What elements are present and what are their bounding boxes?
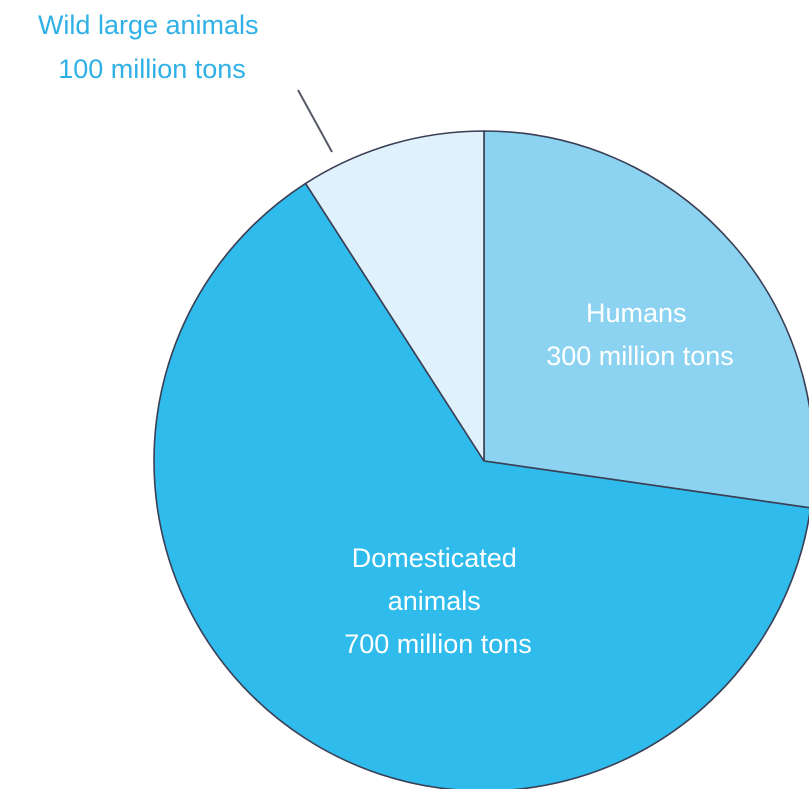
slice-label-wild-line-1: Wild large animals: [38, 10, 259, 40]
pie-slice-wild: [304, 130, 485, 462]
pie-slices: [153, 130, 809, 789]
wild-leader-line: [297, 89, 333, 153]
slice-label-humans: Humans 300 million tons: [546, 298, 734, 371]
pie-slice-domesticated: [153, 182, 809, 789]
slice-label-domesticated-line-3: 700 million tons: [344, 629, 532, 659]
slice-label-domesticated-line-2: animals: [388, 586, 481, 616]
slice-label-domesticated: Domesticated animals 700 million tons: [344, 543, 532, 659]
slice-label-domesticated-line-1: Domesticated: [352, 543, 517, 573]
slice-label-humans-line-2: 300 million tons: [546, 341, 734, 371]
slice-label-wild: Wild large animals 100 million tons: [38, 10, 266, 84]
pie-labels: Humans 300 million tons Domesticated ani…: [38, 10, 734, 659]
pie-slice-humans: [483, 130, 809, 509]
slice-label-humans-line-1: Humans: [586, 298, 687, 328]
slice-label-wild-line-2: 100 million tons: [58, 54, 246, 84]
